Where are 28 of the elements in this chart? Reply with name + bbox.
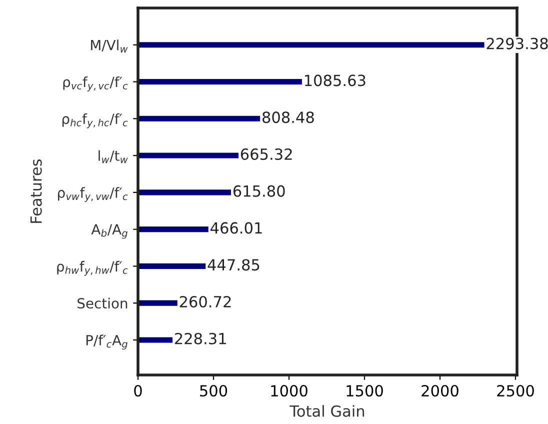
bar <box>138 42 484 48</box>
x-tick-label: 500 <box>200 384 228 397</box>
x-tick-label: 1500 <box>346 384 383 397</box>
y-tick-label: Section <box>78 298 128 309</box>
data-label: 466.01 <box>210 222 262 234</box>
data-label: 228.31 <box>174 332 226 344</box>
data-label: 447.85 <box>208 259 260 271</box>
y-tick-label: ρ$_{vw}$f$_{y,vw}$/f′$_{c}$ <box>58 187 128 202</box>
x-tick-label: 1000 <box>271 384 308 397</box>
data-label: 1085.63 <box>304 74 366 86</box>
data-label: 665.32 <box>240 148 292 160</box>
x-axis-title: Total Gain <box>290 405 364 417</box>
y-tick-label: ρ$_{hc}$f$_{y,hc}$/f′$_{c}$ <box>62 113 128 128</box>
bar <box>138 337 172 343</box>
x-tick-label: 2000 <box>422 384 458 397</box>
x-tick-label: 0 <box>134 384 142 397</box>
y-axis-title: Features <box>30 159 42 223</box>
y-tick-label: P/f′$_{c}$A$_{g}$ <box>86 334 128 350</box>
y-tick-label: ρ$_{hw}$f$_{y,hw}$/f′$_{c}$ <box>57 260 128 276</box>
data-label: 260.72 <box>180 296 231 308</box>
y-tick-label: M/Vl$_{w}$ <box>91 40 128 52</box>
data-label: 808.48 <box>262 112 314 124</box>
x-tick-label: 2500 <box>497 384 534 397</box>
data-label: 615.80 <box>233 185 285 197</box>
y-tick-label: l$_{w}$/t$_{w}$ <box>98 150 128 164</box>
y-tick-label: A$_{b}$/A$_{g}$ <box>91 224 128 239</box>
data-label: 2293.38 <box>486 38 548 50</box>
y-tick-label: ρ$_{vc}$f$_{y,vc}$/f′$_{c}$ <box>63 76 128 92</box>
